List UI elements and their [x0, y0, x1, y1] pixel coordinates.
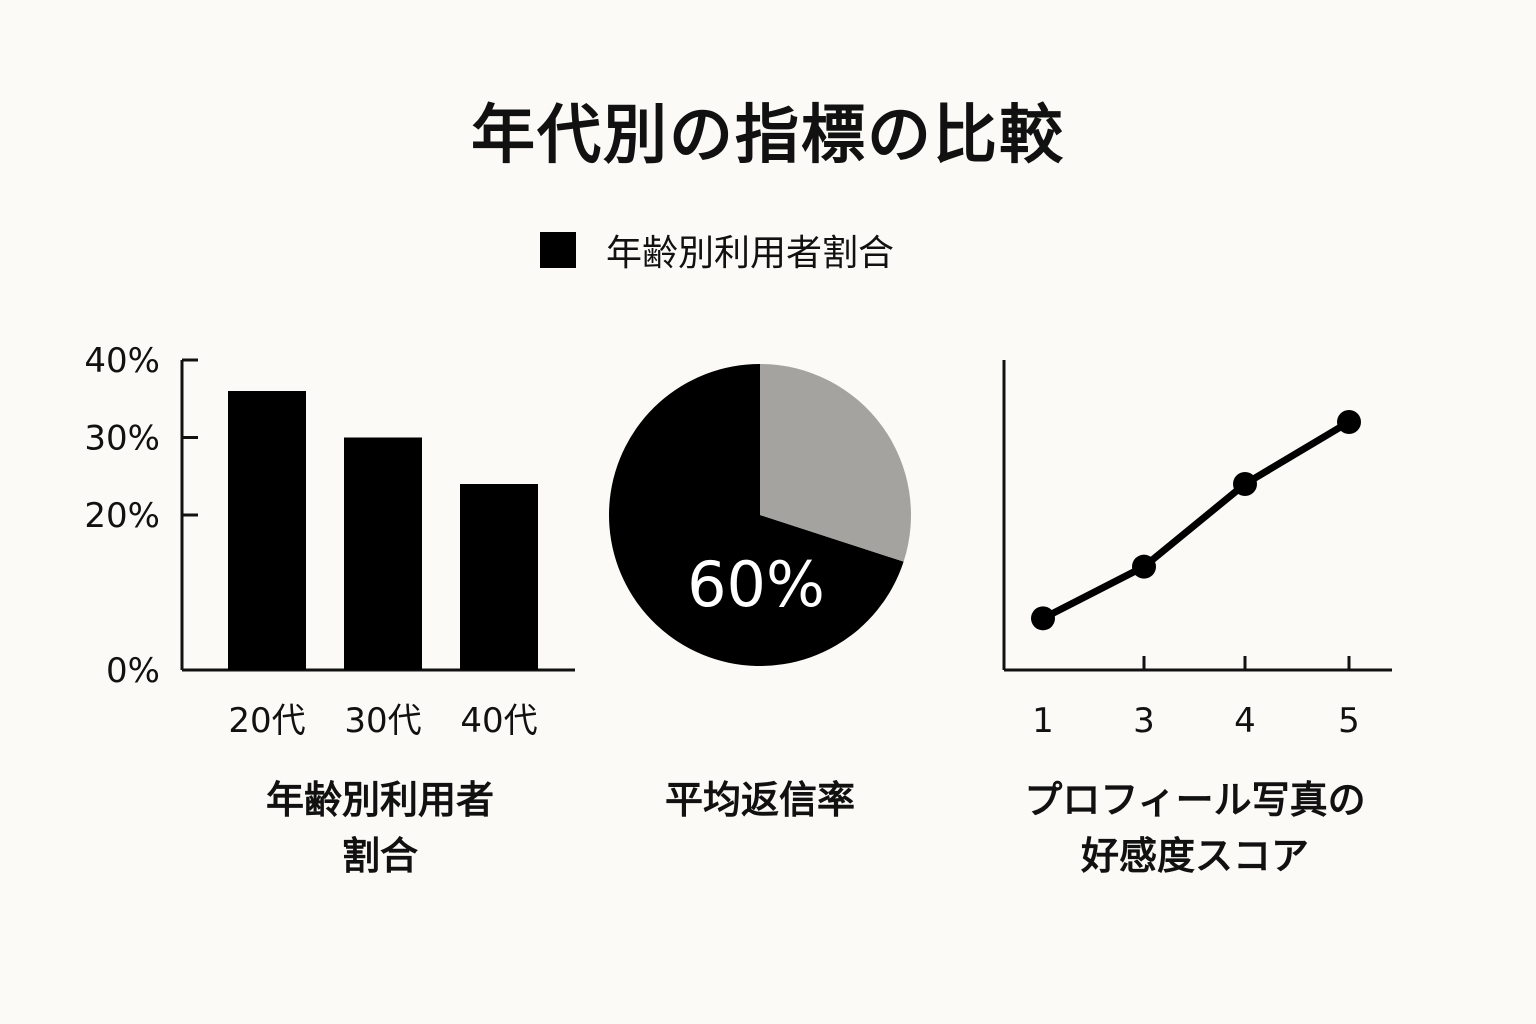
bar-40代 [460, 484, 538, 670]
legend-label: 年齢別利用者割合 [606, 233, 895, 274]
pie-chart-caption: 平均返信率 [664, 778, 855, 822]
bar-chart-caption: 年齢別利用者 割合 [265, 778, 494, 878]
bar-y-tick-label: 30% [84, 419, 160, 459]
line-x-tick-label: 1 [1032, 701, 1054, 741]
bar-20代 [228, 391, 306, 670]
line-point-1 [1031, 606, 1055, 631]
line-x-tick-label: 5 [1338, 701, 1360, 741]
pie-slice-black [609, 364, 904, 666]
pie-slice-gray [760, 364, 912, 562]
bar-y-tick-label: 20% [84, 496, 160, 536]
line-chart-caption: プロフィール写真の 好感度スコア [1024, 778, 1366, 878]
bar-y-tick-label: 40% [84, 341, 160, 381]
line-point-4 [1233, 472, 1257, 496]
chart-title: 年代別の指標の比較 [471, 99, 1065, 173]
line-point-5 [1337, 410, 1361, 434]
legend-swatch [540, 232, 576, 268]
bar-30代 [344, 437, 422, 670]
bar-x-tick-label: 20代 [228, 701, 305, 741]
pie-center-label: 60% [687, 548, 825, 621]
bar-x-tick-label: 40代 [460, 701, 537, 741]
legend: 年齢別利用者割合 [540, 228, 894, 274]
line-series [1041, 418, 1351, 622]
line-x-tick-label: 3 [1133, 701, 1155, 741]
line-x-tick-label: 4 [1234, 701, 1256, 741]
line-point-3 [1132, 554, 1156, 579]
bar-y-tick-label: 0% [106, 651, 160, 691]
bar-x-tick-label: 30代 [344, 701, 421, 741]
